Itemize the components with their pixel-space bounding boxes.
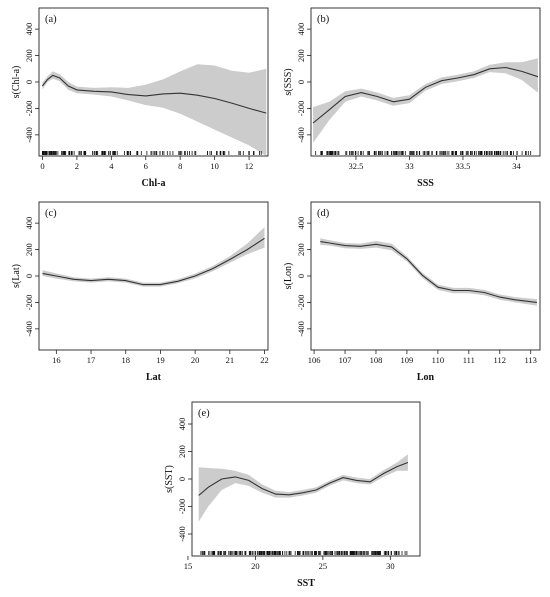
fit-line xyxy=(198,461,409,496)
confidence-band xyxy=(42,64,267,156)
x-tick-label: 12 xyxy=(245,161,254,171)
chart-panel: 32.5 33 33.5 34 -400 -200 0 200 400 s(SSS) SSS (b) xyxy=(283,7,541,189)
y-tick-label: 200 xyxy=(177,445,187,458)
chart-panel: 106 107 108 109 110 111 112 113 -400 -200 0 200 400 s… xyxy=(283,201,541,383)
confidence-band xyxy=(42,227,265,287)
y-tick-label: -200 xyxy=(296,295,306,311)
x-tick-label: 113 xyxy=(524,355,536,365)
chart-panel: 0 2 4 6 8 10 12 -400 -200 0 200 400 s(Chl-a) Chl-a (a) xyxy=(11,7,269,189)
x-tick-label: 25 xyxy=(319,561,328,571)
y-tick-label: 400 xyxy=(24,23,34,36)
y-axis-label: s(SST) xyxy=(164,465,175,493)
y-tick-label: -200 xyxy=(24,101,34,117)
y-tick-label: 0 xyxy=(177,477,187,481)
x-tick-label: 110 xyxy=(432,355,444,365)
fit-line xyxy=(320,241,537,303)
x-tick-label: 33 xyxy=(405,161,414,171)
confidence-band xyxy=(320,238,537,306)
rug-plot xyxy=(42,151,262,155)
x-tick-label: 20 xyxy=(191,355,200,365)
panel-label: (e) xyxy=(198,408,210,419)
plot-frame xyxy=(310,7,541,157)
fit-line xyxy=(41,74,267,114)
x-tick-label: 18 xyxy=(121,355,130,365)
fit-line xyxy=(312,66,539,124)
rug-plot xyxy=(315,151,532,155)
y-tick-label: 0 xyxy=(24,274,34,278)
x-tick-label: 2 xyxy=(75,161,79,171)
x-tick-label: 20 xyxy=(251,561,260,571)
x-tick-label: 4 xyxy=(109,161,114,171)
x-tick-label: 33.5 xyxy=(456,161,471,171)
y-tick-label: 400 xyxy=(177,418,187,431)
x-tick-label: 112 xyxy=(494,355,506,365)
x-tick-label: 106 xyxy=(308,355,321,365)
panel-label: (a) xyxy=(45,14,57,25)
y-tick-label: 200 xyxy=(24,243,34,256)
y-tick-label: -200 xyxy=(24,295,34,311)
panel-label: (b) xyxy=(317,14,330,25)
y-axis-label: s(Lon) xyxy=(283,263,294,290)
y-axis-label: s(Lat) xyxy=(11,264,22,288)
x-tick-label: 108 xyxy=(370,355,383,365)
confidence-band xyxy=(313,58,538,143)
x-tick-label: 17 xyxy=(87,355,96,365)
x-tick-label: 32.5 xyxy=(349,161,364,171)
y-tick-label: 200 xyxy=(296,243,306,256)
x-tick-label: 34 xyxy=(512,161,521,171)
x-tick-label: 107 xyxy=(339,355,352,365)
panel-label: (c) xyxy=(45,208,57,219)
chart-panel: 16 17 18 19 20 21 22 -400 -200 0 200 400 s(Lat) Lat (c… xyxy=(11,201,269,383)
x-tick-label: 16 xyxy=(52,355,61,365)
x-tick-label: 8 xyxy=(178,161,182,171)
y-axis-label: s(SSS) xyxy=(283,68,294,95)
chart-panel: 15 20 25 30 -400 -200 0 200 400 s(SST) SST (e) xyxy=(164,401,421,589)
x-axis-label: Lon xyxy=(417,372,435,383)
y-tick-label: 200 xyxy=(24,49,34,62)
y-tick-label: -400 xyxy=(296,321,306,337)
x-tick-label: 22 xyxy=(260,355,269,365)
x-tick-label: 30 xyxy=(386,561,395,571)
y-tick-label: -400 xyxy=(177,526,187,542)
y-tick-label: -200 xyxy=(296,101,306,117)
panel-label: (d) xyxy=(317,208,330,219)
y-tick-label: 0 xyxy=(296,274,306,278)
x-tick-label: 15 xyxy=(184,561,193,571)
y-tick-label: 0 xyxy=(24,80,34,84)
x-tick-label: 6 xyxy=(144,161,148,171)
x-axis-label: Chl-a xyxy=(142,178,166,189)
y-tick-label: -400 xyxy=(24,127,34,143)
x-tick-label: 10 xyxy=(210,161,219,171)
rug-plot xyxy=(200,551,408,555)
x-axis-label: SST xyxy=(297,578,315,589)
y-tick-label: 400 xyxy=(24,217,34,230)
y-tick-label: 400 xyxy=(296,217,306,230)
x-tick-label: 0 xyxy=(40,161,44,171)
y-tick-label: 200 xyxy=(296,49,306,62)
x-tick-label: 19 xyxy=(156,355,165,365)
x-tick-label: 109 xyxy=(401,355,414,365)
y-tick-label: -400 xyxy=(296,127,306,143)
x-axis-label: Lat xyxy=(146,372,162,383)
x-axis-label: SSS xyxy=(417,178,434,189)
x-tick-label: 21 xyxy=(226,355,235,365)
y-tick-label: 400 xyxy=(296,23,306,36)
x-tick-label: 111 xyxy=(463,355,475,365)
y-axis-label: s(Chl-a) xyxy=(11,66,22,99)
y-tick-label: 0 xyxy=(296,80,306,84)
confidence-band xyxy=(198,454,408,522)
fit-line xyxy=(42,237,265,286)
y-tick-label: -400 xyxy=(24,321,34,337)
y-tick-label: -200 xyxy=(177,499,187,515)
plot-frame xyxy=(38,201,269,351)
